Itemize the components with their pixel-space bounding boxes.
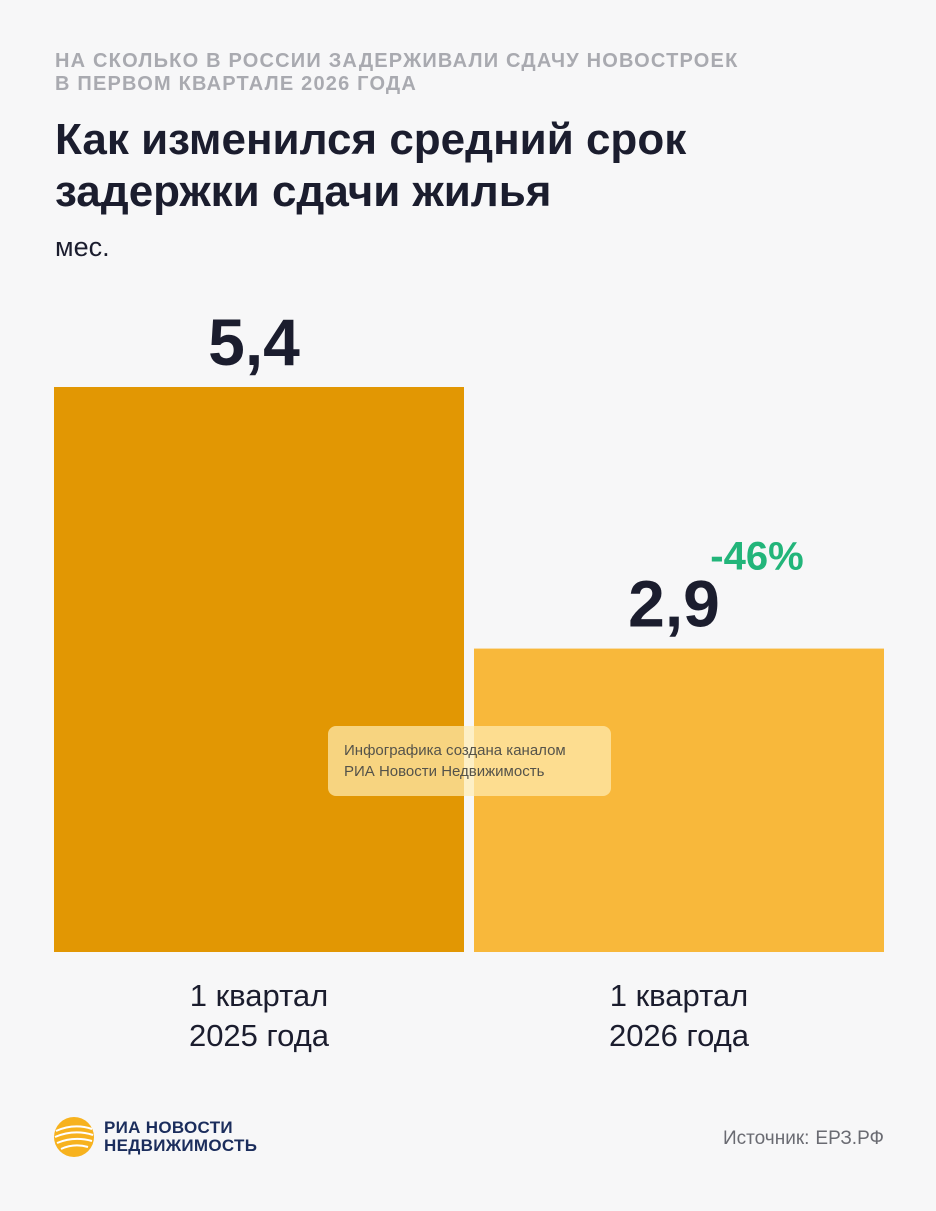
ria-sphere-logo-icon bbox=[54, 1117, 94, 1157]
bar-chart: 5,4 1 квартал 2025 года 2,9-46% 1 квартал 202… bbox=[54, 305, 884, 1053]
category-label-1-line-2: 2025 года bbox=[189, 1018, 330, 1053]
value-label-1: 5,4 bbox=[208, 305, 300, 379]
watermark-line-1: Инфографика создана каналом bbox=[344, 742, 566, 759]
kicker-line-1: НА СКОЛЬКО В РОССИИ ЗАДЕРЖИВАЛИ СДАЧУ НО… bbox=[55, 50, 739, 72]
category-label-1-line-1: 1 квартал bbox=[190, 978, 329, 1013]
brand-line-2: НЕДВИЖИМОСТЬ bbox=[104, 1136, 258, 1155]
source-value: ЕРЗ.РФ bbox=[815, 1128, 884, 1149]
value-label-2: 2,9 bbox=[628, 567, 720, 641]
brand-logo: РИА НОВОСТИ НЕДВИЖИМОСТЬ bbox=[52, 1115, 257, 1159]
source-note: Источник: ЕРЗ.РФ bbox=[723, 1128, 884, 1150]
change-label: -46% bbox=[710, 535, 803, 579]
chart-kicker: НА СКОЛЬКО В РОССИИ ЗАДЕРЖИВАЛИ СДАЧУ НО… bbox=[55, 50, 875, 96]
category-label-2-line-1: 1 квартал bbox=[610, 978, 749, 1013]
category-label-2-line-2: 2026 года bbox=[609, 1018, 750, 1053]
title-line-1: Как изменился средний срок bbox=[55, 115, 687, 164]
source-label: Источник: bbox=[723, 1128, 810, 1149]
brand-line-1: РИА НОВОСТИ bbox=[104, 1118, 233, 1137]
bar-2 bbox=[474, 648, 884, 952]
chart-title: Как изменился средний срок задержки сдач… bbox=[55, 114, 686, 218]
bar-1 bbox=[54, 387, 464, 952]
watermark-line-2: РИА Новости Недвижимость bbox=[344, 763, 545, 780]
y-unit-label: мес. bbox=[55, 232, 110, 262]
watermark-badge: Инфографика создана каналом РИА Новости … bbox=[328, 726, 611, 796]
kicker-line-2: В ПЕРВОМ КВАРТАЛЕ 2026 ГОДА bbox=[55, 73, 418, 95]
title-line-2: задержки сдачи жилья bbox=[55, 167, 552, 216]
